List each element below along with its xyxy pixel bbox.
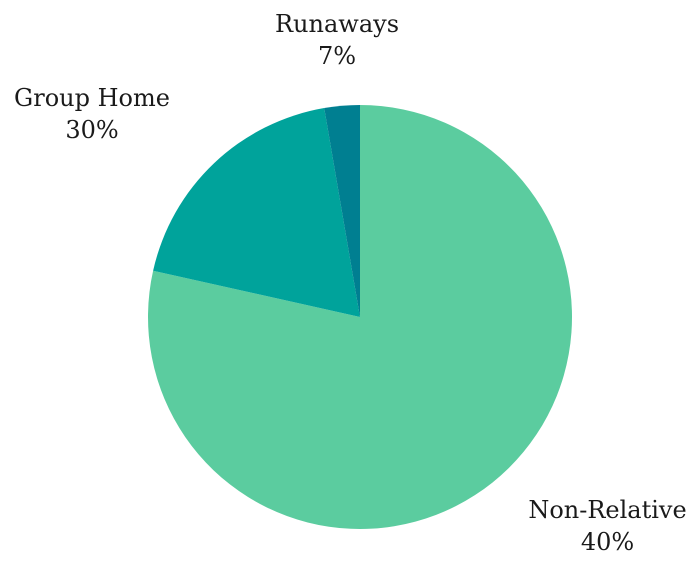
slice-label-group-home: Group Home 30% bbox=[2, 82, 182, 146]
pie-slice-runaways bbox=[324, 105, 360, 317]
slice-label-runaways-pct: 7% bbox=[317, 42, 357, 70]
slice-label-runaways-name: Runaways bbox=[274, 10, 400, 38]
pie-slice-group-home bbox=[153, 108, 360, 317]
slice-label-group-home-name: Group Home bbox=[14, 84, 170, 112]
slice-label-group-home-pct: 30% bbox=[65, 116, 119, 144]
pie-slice-non-relative bbox=[148, 105, 573, 529]
pie-slices bbox=[148, 105, 573, 529]
slice-label-non-relative: Non-Relative 40% bbox=[520, 494, 695, 558]
slice-label-non-relative-pct: 40% bbox=[580, 528, 635, 556]
slice-label-non-relative-name: Non-Relative bbox=[528, 496, 687, 524]
slice-label-runaways: Runaways 7% bbox=[262, 8, 412, 72]
